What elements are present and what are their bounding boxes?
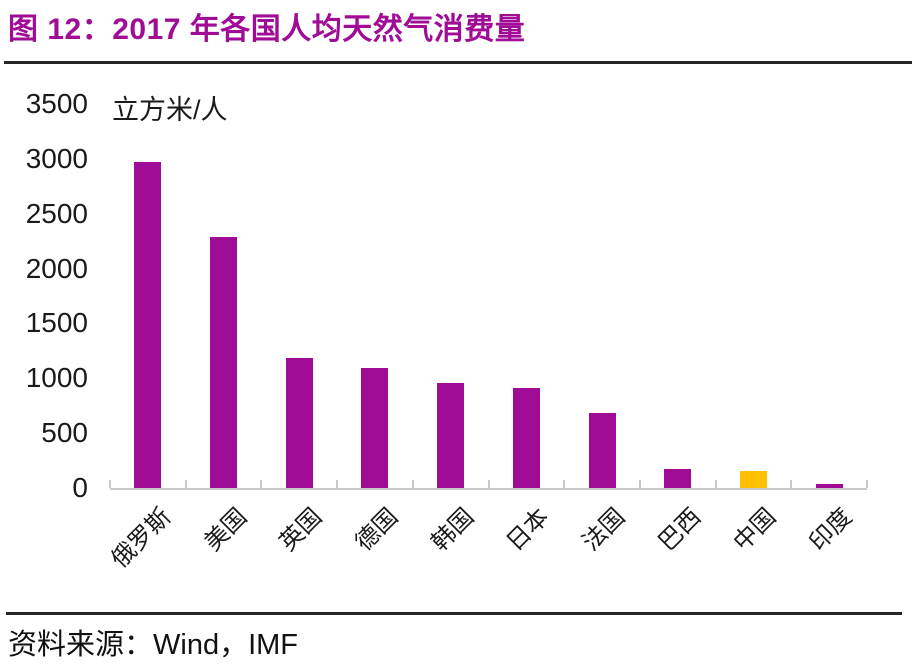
x-axis-label-德国: 德国 xyxy=(350,503,404,557)
x-axis-label-法国: 法国 xyxy=(577,503,631,557)
bar-巴西 xyxy=(664,469,692,488)
y-axis-unit-label: 立方米/人 xyxy=(112,95,228,125)
bar-日本 xyxy=(512,388,540,488)
x-axis-label-日本: 日本 xyxy=(501,503,555,557)
x-axis-tick xyxy=(638,480,641,488)
bar-中国 xyxy=(739,471,767,488)
x-axis-label-中国: 中国 xyxy=(728,503,782,557)
y-axis-tick-label: 1000 xyxy=(25,362,88,394)
x-axis-label-美国: 美国 xyxy=(198,503,252,557)
source-divider xyxy=(6,612,902,615)
x-axis-tick xyxy=(714,480,717,488)
bar-英国 xyxy=(285,358,313,488)
source-note: 资料来源：Wind，IMF xyxy=(8,629,299,661)
x-axis-tick xyxy=(109,480,111,488)
y-axis-tick-label: 3500 xyxy=(25,88,88,119)
x-axis-label-印度: 印度 xyxy=(804,503,858,557)
bar-印度 xyxy=(815,484,843,488)
bar-chart: 立方米/人 0 500 1000 1500 2000 2500 3000 3500 俄罗斯 美国… xyxy=(0,70,919,610)
x-axis-tick xyxy=(563,480,566,488)
bar-美国 xyxy=(210,237,238,488)
x-axis-tick xyxy=(866,480,868,488)
x-axis-label-韩国: 韩国 xyxy=(426,503,480,557)
figure-title: 图 12：2017 年各国人均天然气消费量 xyxy=(8,13,526,46)
bar-俄罗斯 xyxy=(134,162,162,488)
x-axis-tick xyxy=(336,480,339,488)
y-axis-tick-label: 3000 xyxy=(25,142,88,174)
y-axis-tick-label: 2500 xyxy=(25,197,88,229)
y-axis-tick-label: 1500 xyxy=(25,307,88,339)
x-axis-tick xyxy=(260,480,263,488)
x-axis-tick xyxy=(411,480,414,488)
x-axis-tick xyxy=(790,480,793,488)
bar-法国 xyxy=(588,413,616,488)
bar-德国 xyxy=(361,368,389,488)
x-axis-line xyxy=(110,488,867,490)
bar-韩国 xyxy=(437,383,465,488)
x-axis-tick xyxy=(184,480,187,488)
title-divider xyxy=(4,61,912,64)
x-axis-tick xyxy=(487,480,490,488)
x-axis-label-英国: 英国 xyxy=(274,503,328,557)
x-axis-label-俄罗斯: 俄罗斯 xyxy=(106,503,177,574)
y-axis-tick-label: 0 xyxy=(72,472,88,503)
y-axis-tick-label: 2000 xyxy=(25,252,88,284)
x-axis-label-巴西: 巴西 xyxy=(653,503,707,557)
y-axis-tick-label: 500 xyxy=(41,417,88,449)
